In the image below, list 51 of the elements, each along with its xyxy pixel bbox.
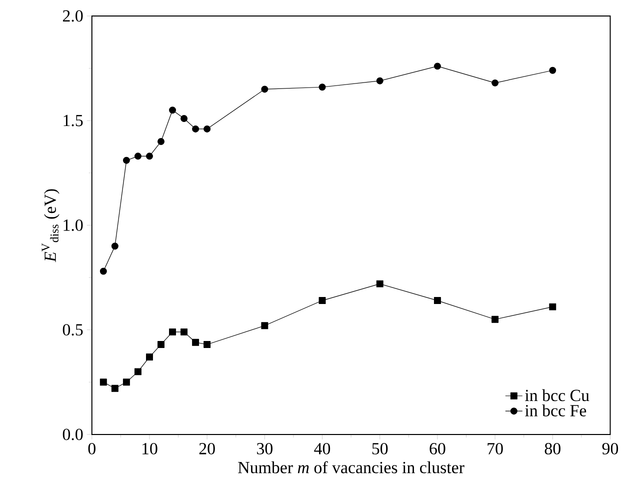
point: [318, 296, 326, 304]
point: [146, 353, 153, 360]
point: [204, 340, 211, 348]
point: [261, 86, 268, 93]
x-axis-title: Number m of vacancies in cluster: [238, 461, 464, 474]
x-tick-label: 80: [544, 442, 560, 454]
point: [492, 79, 499, 86]
legend-label: in bcc Fe: [525, 404, 586, 416]
point: [192, 338, 200, 346]
x-tick-label: 90: [602, 442, 618, 454]
legend-label: in bcc Cu: [525, 389, 590, 402]
y-tick-label: 1.0: [64, 219, 83, 231]
point: [169, 106, 176, 114]
x-tick-label: 70: [488, 442, 503, 454]
y-tick-label: 2.0: [62, 10, 83, 22]
x-tick-label: 10: [142, 442, 158, 454]
point: [122, 378, 130, 386]
point: [100, 378, 107, 386]
x-tick-label: 0: [88, 442, 96, 454]
point: [111, 384, 118, 392]
y-tick-label: 0.5: [62, 324, 83, 336]
x-tick-label: 60: [430, 442, 446, 454]
y-tick-label: 1.5: [64, 114, 83, 126]
point: [192, 125, 200, 132]
point: [169, 328, 176, 336]
point: [158, 138, 164, 145]
point: [376, 280, 384, 288]
point: [180, 114, 188, 122]
x-tick-label: 20: [199, 442, 215, 454]
point: [158, 340, 164, 348]
x-tick-label: 50: [372, 442, 388, 454]
y-axis-title: E$^{V}$$_{diss}$ (eV): [42, 189, 60, 262]
point: [122, 156, 130, 164]
point: [434, 62, 441, 70]
point: [434, 296, 441, 304]
point: [134, 368, 142, 375]
point: [549, 66, 556, 74]
y-tick-label: 0.0: [62, 428, 83, 440]
point: [376, 77, 384, 84]
x-tick-label: 40: [314, 442, 330, 454]
point: [134, 152, 142, 160]
point: [180, 328, 188, 336]
point: [100, 268, 107, 275]
point: [261, 322, 268, 329]
point: [204, 125, 211, 132]
point: [318, 83, 326, 90]
point: [146, 152, 153, 160]
point: [549, 303, 556, 310]
point: [111, 242, 118, 250]
point: [492, 316, 499, 323]
x-tick-label: 30: [257, 442, 272, 454]
